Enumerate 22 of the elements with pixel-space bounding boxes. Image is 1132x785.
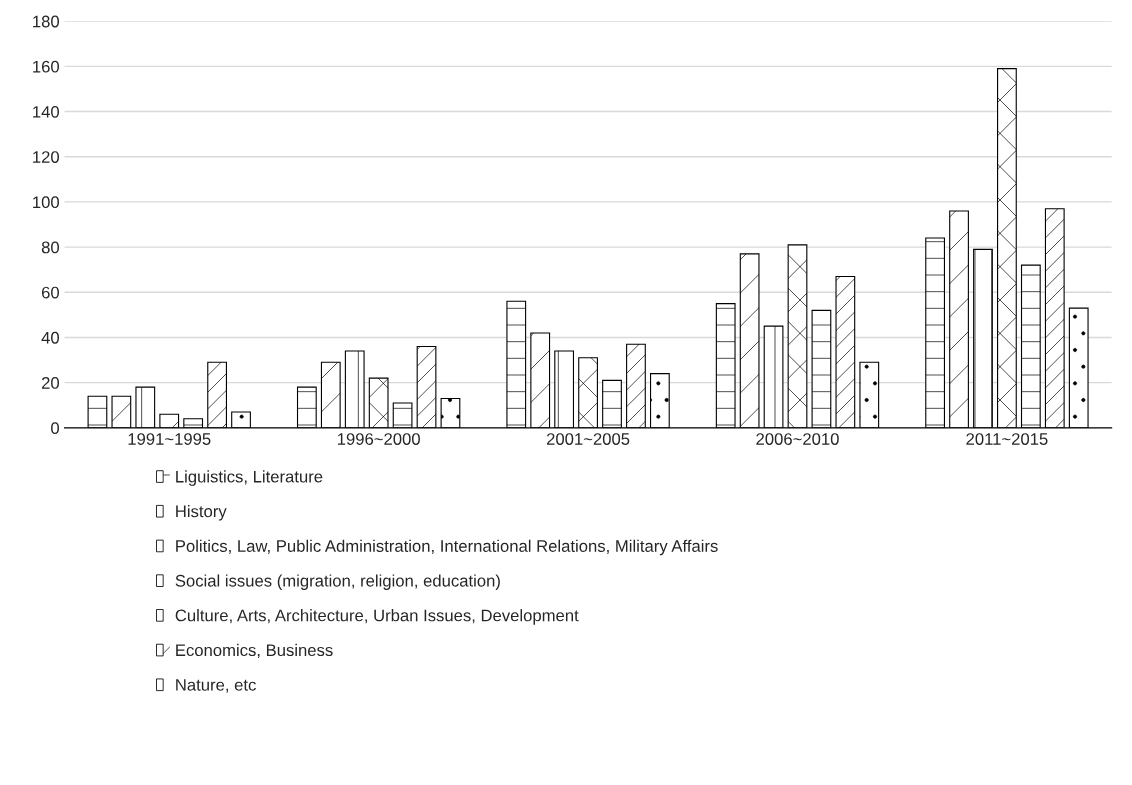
y-tick-label: 180: [33, 15, 60, 28]
x-tick-label: 1991~1995: [128, 433, 211, 445]
y-tick-label: 60: [41, 286, 60, 299]
y-tick-label: 160: [33, 60, 60, 73]
y-tick-label: 40: [41, 331, 60, 344]
y-tick-label: 120: [33, 151, 60, 163]
legend-label: Liguistics, Literature: [176, 470, 323, 486]
y-tick-label: 80: [41, 241, 60, 254]
legend-label: Social issues (migration, religion, education): [175, 574, 500, 590]
legend-label: Economics, Business: [176, 643, 333, 659]
legend-label: Nature, etc: [176, 679, 256, 693]
y-tick-label: 0: [51, 422, 60, 435]
legend-label: Politics, Law, Public Administration, International Relations, Military Affairs: [176, 539, 718, 556]
x-tick-label: 2006~2010: [756, 433, 839, 445]
legend-label: Culture, Arts, Architecture, Urban Issues, Development: [175, 609, 579, 625]
y-tick-label: 100: [33, 196, 60, 209]
y-tick-label: 140: [33, 105, 60, 118]
x-tick-label: 2011~2015: [966, 433, 1048, 445]
y-tick-label: 20: [41, 377, 60, 389]
x-tick-label: 1996~2000: [337, 433, 420, 445]
legend-label: History: [176, 505, 227, 521]
x-tick-label: 2001~2005: [546, 433, 630, 445]
